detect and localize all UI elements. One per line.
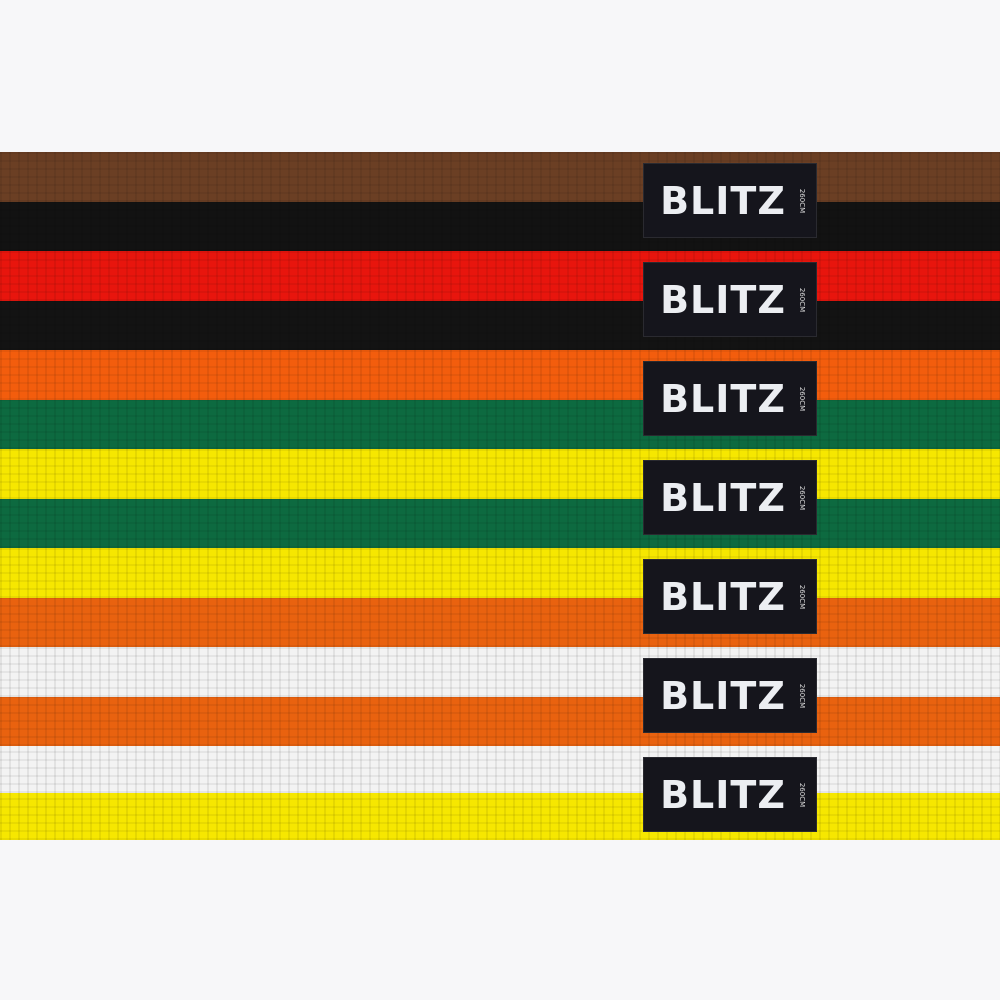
belt-stack: BLITZ 260CM BLITZ 260CM BLITZ 260CM BLIT… (0, 152, 1000, 840)
belt-stripe-top (0, 647, 1000, 697)
belt-stripe-top (0, 350, 1000, 400)
belt-stripe-bottom (0, 201, 1000, 251)
belt-stripe-bottom (0, 793, 1000, 840)
size-label: 260CM (797, 782, 806, 807)
size-label: 260CM (797, 584, 806, 609)
belt-stripe-top (0, 746, 1000, 793)
belt-stripe-bottom (0, 300, 1000, 350)
brand-tag: BLITZ 260CM (643, 757, 817, 832)
belt-stripe-bottom (0, 696, 1000, 746)
size-label: 260CM (797, 683, 806, 708)
brand-logo: BLITZ (660, 277, 786, 322)
belt: BLITZ 260CM (0, 647, 1000, 746)
belt-stripe-top (0, 251, 1000, 301)
brand-tag: BLITZ 260CM (643, 460, 817, 535)
belt-stripe-top (0, 548, 1000, 598)
brand-tag: BLITZ 260CM (643, 658, 817, 733)
belt: BLITZ 260CM (0, 251, 1000, 350)
size-label: 260CM (797, 188, 806, 213)
size-label: 260CM (797, 287, 806, 312)
brand-logo: BLITZ (660, 178, 786, 223)
belt: BLITZ 260CM (0, 350, 1000, 449)
belt-stripe-bottom (0, 498, 1000, 548)
brand-logo: BLITZ (660, 772, 786, 817)
brand-tag: BLITZ 260CM (643, 163, 817, 238)
brand-logo: BLITZ (660, 376, 786, 421)
belt: BLITZ 260CM (0, 152, 1000, 251)
belt-stripe-top (0, 152, 1000, 202)
belt-stripe-top (0, 449, 1000, 499)
size-label: 260CM (797, 386, 806, 411)
size-label: 260CM (797, 485, 806, 510)
belt-stripe-bottom (0, 597, 1000, 647)
brand-logo: BLITZ (660, 574, 786, 619)
brand-tag: BLITZ 260CM (643, 361, 817, 436)
belt: BLITZ 260CM (0, 746, 1000, 840)
belt: BLITZ 260CM (0, 449, 1000, 548)
belt-stripe-bottom (0, 399, 1000, 449)
belt: BLITZ 260CM (0, 548, 1000, 647)
brand-logo: BLITZ (660, 673, 786, 718)
brand-tag: BLITZ 260CM (643, 559, 817, 634)
brand-tag: BLITZ 260CM (643, 262, 817, 337)
brand-logo: BLITZ (660, 475, 786, 520)
